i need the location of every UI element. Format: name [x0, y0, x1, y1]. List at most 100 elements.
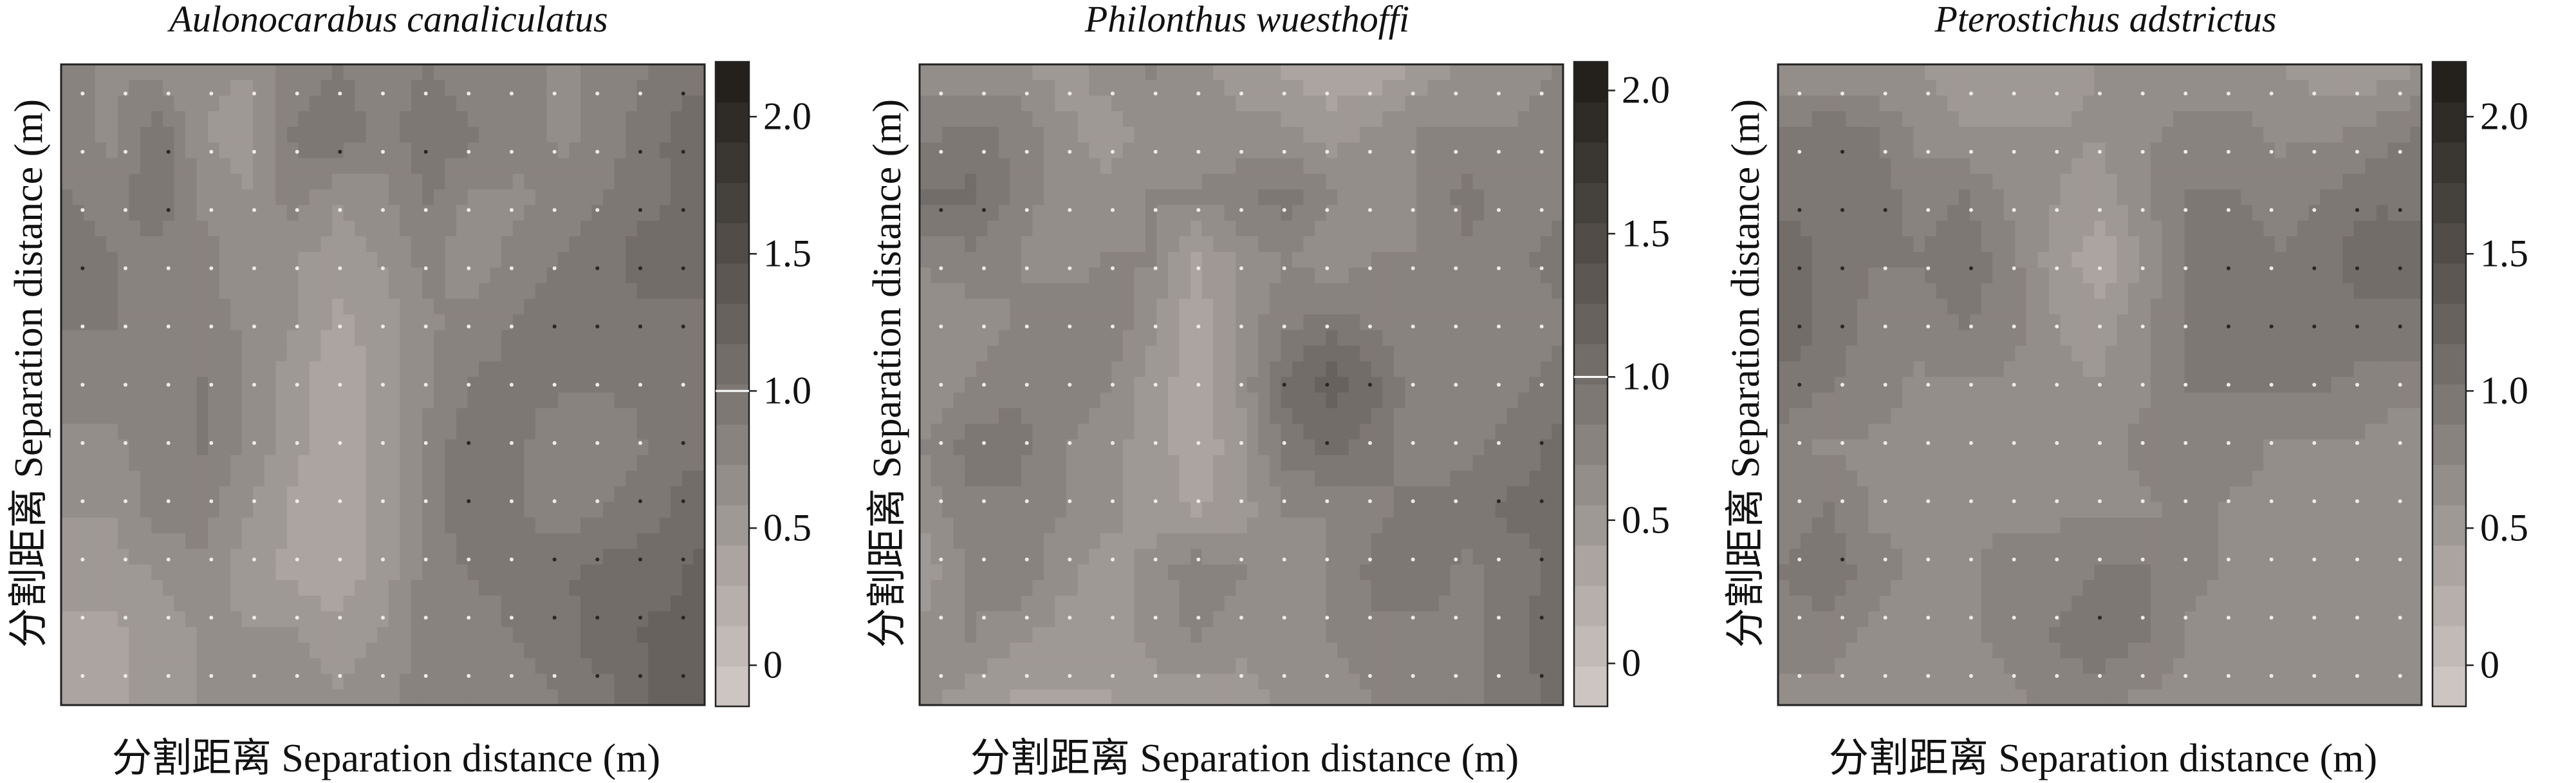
- heatmap-cell: [197, 174, 208, 190]
- heatmap-cell: [1156, 64, 1168, 80]
- heatmap-cell: [84, 142, 95, 158]
- heatmap-cell: [1111, 221, 1123, 237]
- sample-point: [124, 616, 127, 619]
- sample-point: [595, 91, 599, 95]
- heatmap-cell: [264, 299, 276, 315]
- heatmap-cell: [1156, 643, 1168, 659]
- heatmap-cell: [1156, 627, 1168, 643]
- heatmap-cell: [1134, 283, 1145, 299]
- heatmap-cell: [242, 267, 254, 283]
- heatmap-cell: [332, 393, 344, 409]
- heatmap-cell: [1111, 299, 1123, 315]
- heatmap-cell: [1247, 596, 1259, 612]
- heatmap-cell: [1416, 627, 1428, 643]
- heatmap-cell: [535, 518, 547, 534]
- sample-point: [510, 674, 514, 678]
- heatmap-cell: [965, 658, 976, 674]
- heatmap-cell: [1439, 690, 1450, 706]
- heatmap-cell: [501, 158, 513, 175]
- heatmap-cell: [999, 439, 1010, 455]
- heatmap-cell: [1552, 330, 1563, 346]
- heatmap-cell: [140, 236, 152, 252]
- heatmap-cell: [1225, 158, 1236, 175]
- heatmap-cell: [1258, 299, 1270, 315]
- heatmap-cell: [118, 205, 129, 221]
- heatmap-cell: [671, 80, 682, 96]
- heatmap-cell: [422, 189, 434, 205]
- heatmap-cell: [1021, 174, 1033, 190]
- sample-point: [167, 441, 171, 445]
- heatmap-cell: [400, 486, 411, 502]
- heatmap-cell: [490, 283, 502, 299]
- heatmap-cell: [1518, 283, 1530, 299]
- heatmap-cell: [1371, 674, 1383, 690]
- heatmap-cell: [1247, 502, 1259, 518]
- heatmap-cell: [422, 283, 434, 299]
- heatmap-cell: [1518, 674, 1530, 690]
- heatmap-cell: [1258, 377, 1270, 393]
- heatmap-cell: [230, 596, 242, 612]
- heatmap-cell: [197, 283, 208, 299]
- heatmap-cell: [298, 205, 310, 221]
- heatmap-cell: [1506, 142, 1518, 158]
- heatmap-cell: [513, 690, 524, 706]
- heatmap-cell: [366, 565, 378, 581]
- heatmap-cell: [479, 611, 490, 627]
- heatmap-cell: [1123, 674, 1135, 690]
- heatmap-cell: [264, 455, 276, 471]
- heatmap-cell: [1337, 674, 1349, 690]
- heatmap-cell: [1111, 64, 1123, 80]
- heatmap-cell: [332, 580, 344, 596]
- heatmap-cell: [1089, 627, 1100, 643]
- heatmap-cell: [580, 158, 592, 175]
- heatmap-cell: [1202, 361, 1214, 377]
- heatmap-cell: [298, 299, 310, 315]
- heatmap-cell: [1134, 361, 1145, 377]
- heatmap-cell: [1371, 174, 1383, 190]
- heatmap-cell: [377, 96, 389, 112]
- heatmap-cell: [1416, 455, 1428, 471]
- heatmap-cell: [310, 643, 321, 659]
- heatmap-cell: [1191, 96, 1202, 112]
- heatmap-cell: [275, 283, 287, 299]
- heatmap-cell: [1292, 596, 1304, 612]
- heatmap-cell: [1303, 299, 1315, 315]
- heatmap-cell: [344, 361, 355, 377]
- sample-point: [80, 208, 84, 212]
- heatmap-cell: [275, 236, 287, 252]
- heatmap-cell: [151, 267, 163, 283]
- heatmap-cell: [84, 236, 95, 252]
- heatmap-cell: [1123, 580, 1135, 596]
- heatmap-cell: [1032, 299, 1044, 315]
- heatmap-cell: [1360, 111, 1371, 127]
- heatmap-cell: [637, 346, 649, 362]
- heatmap-cell: [1473, 580, 1485, 596]
- heatmap-cell: [1258, 611, 1270, 627]
- heatmap-cell: [660, 518, 671, 534]
- heatmap-cell: [615, 111, 626, 127]
- heatmap-cell: [310, 627, 321, 643]
- heatmap-cell: [422, 408, 434, 424]
- heatmap-cell: [1326, 393, 1338, 409]
- heatmap-cell: [1032, 314, 1044, 330]
- heatmap-cell: [1202, 439, 1214, 455]
- heatmap-cell: [1236, 96, 1247, 112]
- heatmap-cell: [298, 346, 310, 362]
- heatmap-cell: [546, 471, 558, 487]
- heatmap-cell: [682, 424, 694, 440]
- heatmap-cell: [61, 221, 73, 237]
- heatmap-cell: [1450, 96, 1462, 112]
- heatmap-cell: [1180, 533, 1191, 549]
- heatmap-cell: [321, 424, 333, 440]
- heatmap-cell: [648, 518, 660, 534]
- heatmap-cell: [230, 393, 242, 409]
- heatmap-cell: [1168, 346, 1180, 362]
- heatmap-cell: [1315, 424, 1326, 440]
- heatmap-cell: [151, 64, 163, 80]
- heatmap-cell: [230, 221, 242, 237]
- sample-point: [681, 325, 685, 328]
- heatmap-cell: [1168, 658, 1180, 674]
- heatmap-cell: [1078, 455, 1089, 471]
- heatmap-cell: [942, 565, 954, 581]
- heatmap-cell: [411, 377, 423, 393]
